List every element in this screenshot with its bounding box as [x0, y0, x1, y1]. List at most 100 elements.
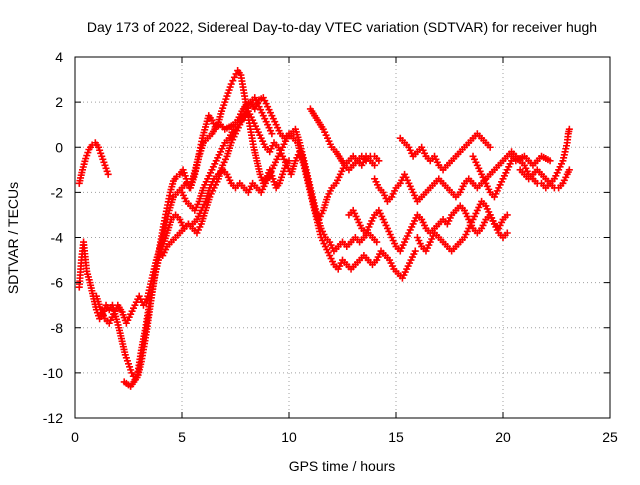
data-point-fill [169, 180, 177, 188]
data-point-fill [502, 169, 510, 177]
data-point-fill [433, 222, 441, 230]
data-point-fill [238, 182, 246, 190]
data-point-fill [351, 159, 359, 167]
data-point-fill [421, 221, 429, 229]
data-point-fill [262, 118, 270, 126]
data-point-fill [199, 141, 207, 149]
data-point-fill [441, 164, 449, 172]
data-point-fill [392, 267, 400, 275]
data-point-fill [446, 214, 454, 222]
data-point-fill [450, 209, 458, 217]
data-point-fill [498, 178, 506, 186]
data-point-fill [228, 128, 236, 136]
x-tick-label: 15 [388, 429, 404, 445]
data-point-fill [295, 136, 303, 144]
data-series [396, 130, 494, 174]
data-point-fill [475, 182, 483, 190]
data-point-fill [206, 132, 214, 140]
y-tick-label: 0 [55, 139, 63, 155]
data-point-fill [379, 249, 387, 257]
data-point-fill [269, 164, 277, 172]
data-point-fill [383, 254, 391, 262]
data-point-fill [564, 168, 572, 176]
data-point-fill [480, 200, 488, 208]
data-point-fill [218, 164, 226, 172]
data-point-fill [480, 136, 488, 144]
data-point-fill [339, 159, 347, 167]
data-point-fill [446, 186, 453, 194]
data-point-fill [399, 241, 407, 249]
data-point-fill [345, 240, 353, 248]
data-point-fill [121, 348, 129, 356]
data-point-fill [454, 191, 462, 199]
data-point-fill [117, 306, 125, 314]
data-point-fill [506, 160, 514, 168]
data-point-fill [562, 142, 570, 150]
data-point-fill [377, 186, 385, 194]
data-point-fill [391, 240, 399, 248]
data-point-fill [251, 122, 259, 130]
data-point-fill [318, 209, 326, 217]
data-point-fill [127, 366, 135, 374]
data-point-fill [82, 264, 90, 272]
y-tick-label: -6 [51, 275, 64, 291]
data-point-fill [278, 173, 286, 181]
data-point-fill [254, 100, 262, 108]
data-point-fill [467, 177, 475, 185]
y-tick-label: -12 [43, 410, 63, 426]
data-point-fill [458, 236, 466, 244]
data-point-fill [103, 167, 111, 175]
data-point-fill [411, 150, 419, 158]
data-point-fill [89, 289, 97, 297]
data-point-fill [531, 159, 539, 167]
data-point-fill [304, 176, 312, 184]
data-point-fill [260, 182, 268, 190]
data-point-fill [226, 141, 234, 149]
data-series [516, 166, 573, 192]
data-point-fill [408, 223, 416, 231]
data-point-fill [356, 221, 364, 229]
data-point-fill [194, 200, 202, 208]
data-point-fill [353, 258, 361, 266]
data-point-fill [285, 132, 293, 140]
data-point-fill [262, 100, 270, 108]
data-point-fill [229, 77, 237, 85]
data-point-fill [433, 158, 441, 166]
x-tick-label: 0 [71, 429, 79, 445]
data-point-fill [251, 182, 259, 190]
data-point-fill [428, 182, 436, 190]
data-point-fill [178, 227, 186, 235]
y-tick-label: -4 [51, 230, 64, 246]
data-point-fill [312, 212, 320, 220]
data-point-fill [544, 177, 552, 185]
data-point-fill [441, 182, 449, 190]
data-point-fill [145, 300, 153, 308]
data-point-fill [202, 178, 210, 186]
data-point-fill [373, 181, 381, 189]
data-point-fill [314, 116, 322, 124]
data-point-fill [100, 312, 108, 320]
data-point-fill [213, 178, 221, 186]
data-point-fill [480, 176, 488, 184]
data-point-fill [166, 192, 174, 200]
data-point-fill [181, 172, 189, 180]
data-point-fill [117, 335, 125, 343]
data-point-fill [373, 155, 381, 163]
data-point-fill [165, 240, 173, 248]
data-point-fill [565, 127, 573, 135]
data-point-fill [235, 69, 243, 77]
data-point-fill [406, 259, 414, 267]
data-point-fill [562, 173, 570, 181]
data-point-fill [273, 155, 281, 163]
data-point-fill [352, 212, 360, 220]
data-point-fill [335, 152, 343, 160]
data-point-fill [437, 177, 445, 185]
data-point-fill [548, 182, 556, 190]
data-point-fill [326, 187, 334, 195]
data-point-fill [217, 110, 225, 118]
data-point-fill [249, 140, 257, 148]
data-point-fill [169, 196, 177, 204]
data-point-fill [323, 196, 331, 204]
data-point-fill [266, 109, 274, 117]
data-point-fill [221, 168, 229, 176]
